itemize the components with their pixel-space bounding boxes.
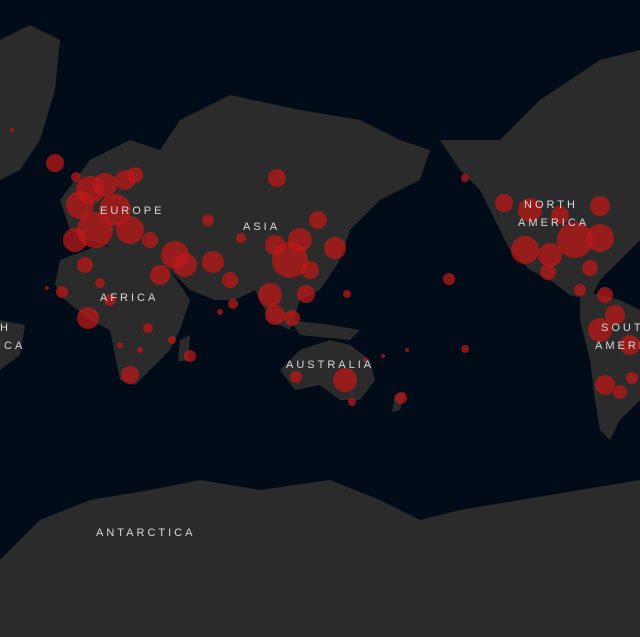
case-bubble[interactable] <box>127 167 143 183</box>
case-bubble[interactable] <box>168 336 176 344</box>
case-bubble[interactable] <box>540 264 556 280</box>
case-bubble[interactable] <box>222 272 238 288</box>
label-antarctica: ANTARCTICA <box>96 527 196 539</box>
case-bubble[interactable] <box>461 174 469 182</box>
case-bubble[interactable] <box>95 278 105 288</box>
label-north-america-1: NORTH <box>524 199 578 211</box>
case-bubble[interactable] <box>77 307 99 329</box>
label-south-america-1: SOUTH <box>601 322 640 334</box>
case-bubble[interactable] <box>626 372 638 384</box>
case-bubble[interactable] <box>495 194 513 212</box>
case-bubble[interactable] <box>93 173 117 197</box>
case-bubble[interactable] <box>46 154 64 172</box>
case-bubble[interactable] <box>613 385 627 399</box>
case-bubble[interactable] <box>265 235 285 255</box>
case-bubble[interactable] <box>290 371 302 383</box>
case-bubble[interactable] <box>121 366 139 384</box>
label-asia: ASIA <box>243 221 281 233</box>
case-bubble[interactable] <box>77 257 93 273</box>
south-america-wrap <box>0 320 25 370</box>
label-europe: EUROPE <box>100 205 165 217</box>
case-bubble[interactable] <box>551 206 569 224</box>
case-bubble[interactable] <box>63 228 87 252</box>
case-bubble[interactable] <box>620 335 640 355</box>
case-bubble[interactable] <box>590 196 610 216</box>
label-south-america-wrap-2: ICA <box>0 340 26 352</box>
case-bubble[interactable] <box>574 284 586 296</box>
case-bubble[interactable] <box>582 260 598 276</box>
case-bubble[interactable] <box>605 305 625 325</box>
case-bubble[interactable] <box>45 286 49 290</box>
case-bubble[interactable] <box>309 211 327 229</box>
case-bubble[interactable] <box>71 172 81 182</box>
case-bubble[interactable] <box>143 323 153 333</box>
case-bubble[interactable] <box>333 368 357 392</box>
case-bubble[interactable] <box>150 265 170 285</box>
label-australia: AUSTRALIA <box>286 359 375 371</box>
greenland <box>0 25 60 180</box>
indonesia <box>290 320 360 340</box>
case-bubble[interactable] <box>511 236 539 264</box>
case-bubble[interactable] <box>202 251 224 273</box>
case-bubble[interactable] <box>518 198 542 222</box>
case-bubble[interactable] <box>56 286 68 298</box>
case-bubble[interactable] <box>236 233 246 243</box>
case-bubble[interactable] <box>538 243 562 267</box>
case-bubble[interactable] <box>10 128 14 132</box>
case-bubble[interactable] <box>104 294 116 306</box>
case-bubble[interactable] <box>297 285 315 303</box>
case-bubble[interactable] <box>202 214 214 226</box>
case-bubble[interactable] <box>405 348 409 352</box>
case-bubble[interactable] <box>595 375 615 395</box>
label-south-america-2: AMERICA <box>595 340 640 352</box>
label-north-america-2: AMERICA <box>518 217 590 229</box>
landmasses <box>0 25 640 637</box>
case-bubble[interactable] <box>443 273 455 285</box>
case-bubble[interactable] <box>461 345 469 353</box>
case-bubble[interactable] <box>173 253 197 277</box>
case-bubble[interactable] <box>228 299 238 309</box>
case-bubble[interactable] <box>284 310 300 326</box>
antarctica <box>0 480 640 637</box>
case-bubble[interactable] <box>363 358 367 362</box>
case-bubble[interactable] <box>588 318 612 342</box>
case-bubble[interactable] <box>395 392 407 404</box>
north-america <box>440 50 640 300</box>
case-bubble[interactable] <box>301 261 319 279</box>
label-africa: AFRICA <box>100 292 159 304</box>
case-bubble[interactable] <box>142 232 158 248</box>
case-bubble[interactable] <box>586 224 614 252</box>
case-bubble[interactable] <box>324 237 346 259</box>
eurasia <box>60 95 430 330</box>
case-bubble[interactable] <box>381 354 385 358</box>
case-bubble[interactable] <box>258 283 282 307</box>
case-bubble[interactable] <box>343 290 351 298</box>
case-bubble[interactable] <box>117 342 123 348</box>
case-bubble[interactable] <box>137 347 143 353</box>
case-bubble[interactable] <box>597 287 613 303</box>
case-bubble[interactable] <box>288 228 312 252</box>
case-bubble[interactable] <box>116 216 144 244</box>
case-bubble[interactable] <box>217 309 223 315</box>
case-bubble[interactable] <box>268 169 286 187</box>
case-bubble[interactable] <box>184 350 196 362</box>
case-bubble[interactable] <box>265 305 285 325</box>
case-bubble[interactable] <box>66 191 94 219</box>
case-bubble[interactable] <box>348 398 356 406</box>
case-bubbles <box>10 128 640 406</box>
label-south-america-wrap-1: H <box>0 322 11 334</box>
case-bubble[interactable] <box>557 222 593 258</box>
